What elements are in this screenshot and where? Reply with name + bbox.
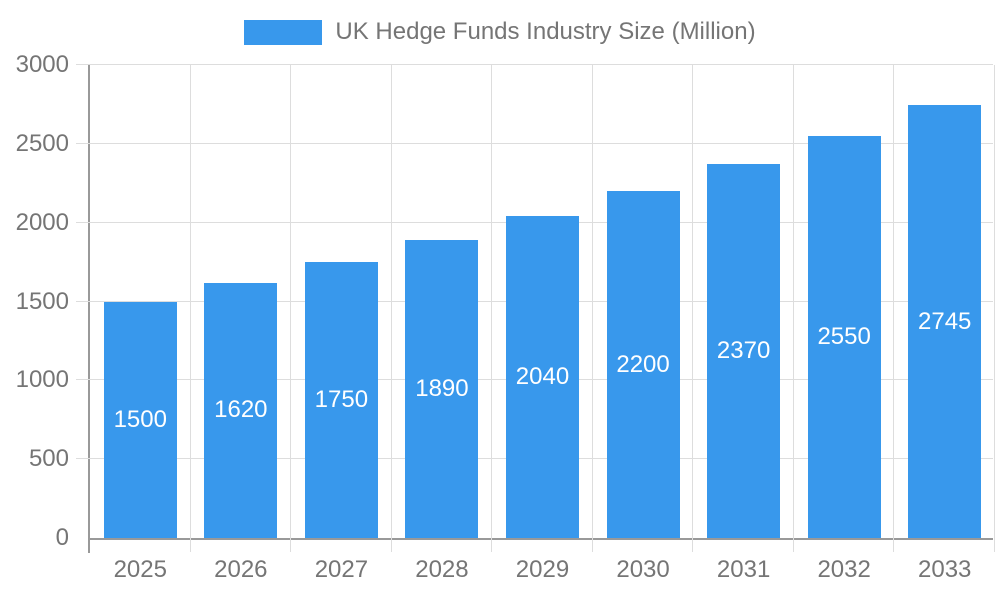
plot-area: 0 500 1000 1500 2000 2500 3000 1500 2025 1620 2026… (16, 53, 995, 582)
x-tick-label-2030: 2030 (616, 556, 670, 583)
bar-2032[interactable]: 2550 (807, 135, 881, 538)
vertical-gridline (792, 65, 794, 552)
legend-swatch (244, 19, 323, 45)
bar-2030[interactable]: 2200 (606, 191, 680, 538)
bar-2026[interactable]: 1620 (204, 282, 278, 538)
bar-value-label: 1890 (415, 375, 469, 402)
y-tick-label: 2500 (15, 129, 69, 157)
bar-value-label: 2370 (716, 337, 771, 365)
bar-2027[interactable]: 1750 (304, 262, 378, 538)
legend-label: UK Hedge Funds Industry Size (Million) (335, 18, 756, 45)
vertical-gridline (189, 65, 191, 552)
bar-value-label: 2745 (918, 307, 972, 335)
bar-2025[interactable]: 1500 (103, 301, 177, 538)
x-tick-label-2029: 2029 (515, 556, 570, 583)
x-tick-label-2028: 2028 (415, 556, 469, 583)
bar-value-label: 2550 (817, 322, 871, 350)
bar-2031[interactable]: 2370 (707, 164, 781, 538)
vertical-gridline (591, 65, 593, 552)
x-tick-label-2032: 2032 (817, 556, 871, 583)
bar-value-label: 2040 (515, 363, 570, 391)
vertical-gridline (692, 65, 694, 552)
y-tick-label: 1500 (15, 287, 69, 315)
horizontal-gridline (76, 64, 993, 65)
bar-2028[interactable]: 1890 (405, 240, 479, 538)
bar-2029[interactable]: 2040 (506, 216, 579, 538)
x-tick-label-2026: 2026 (214, 556, 268, 583)
x-tick-label-2025: 2025 (113, 556, 167, 583)
x-tick-label-2033: 2033 (918, 556, 972, 583)
y-tick-label: 3000 (15, 51, 69, 78)
horizontal-gridline (76, 142, 993, 144)
x-tick-label-2031: 2031 (716, 556, 771, 583)
chart-legend[interactable]: UK Hedge Funds Industry Size (Million) (0, 18, 1000, 46)
bar-value-label: 2200 (616, 350, 670, 378)
bar-value-label: 1500 (113, 405, 167, 433)
y-tick-label: 500 (28, 445, 69, 473)
vertical-gridline (390, 65, 392, 552)
y-tick-label: 0 (55, 524, 69, 551)
vertical-gridline (994, 65, 995, 552)
vertical-gridline (491, 65, 493, 552)
vertical-gridline (893, 65, 895, 552)
y-axis-tick-extension (88, 538, 90, 553)
bar-value-label: 1620 (214, 396, 268, 424)
y-tick-label: 2000 (15, 208, 69, 236)
bar-2033[interactable]: 2745 (908, 105, 982, 538)
vertical-gridline (290, 65, 292, 552)
y-tick-label: 1000 (15, 366, 69, 394)
x-tick-label-2027: 2027 (314, 556, 369, 583)
bar-value-label: 1750 (314, 386, 369, 414)
